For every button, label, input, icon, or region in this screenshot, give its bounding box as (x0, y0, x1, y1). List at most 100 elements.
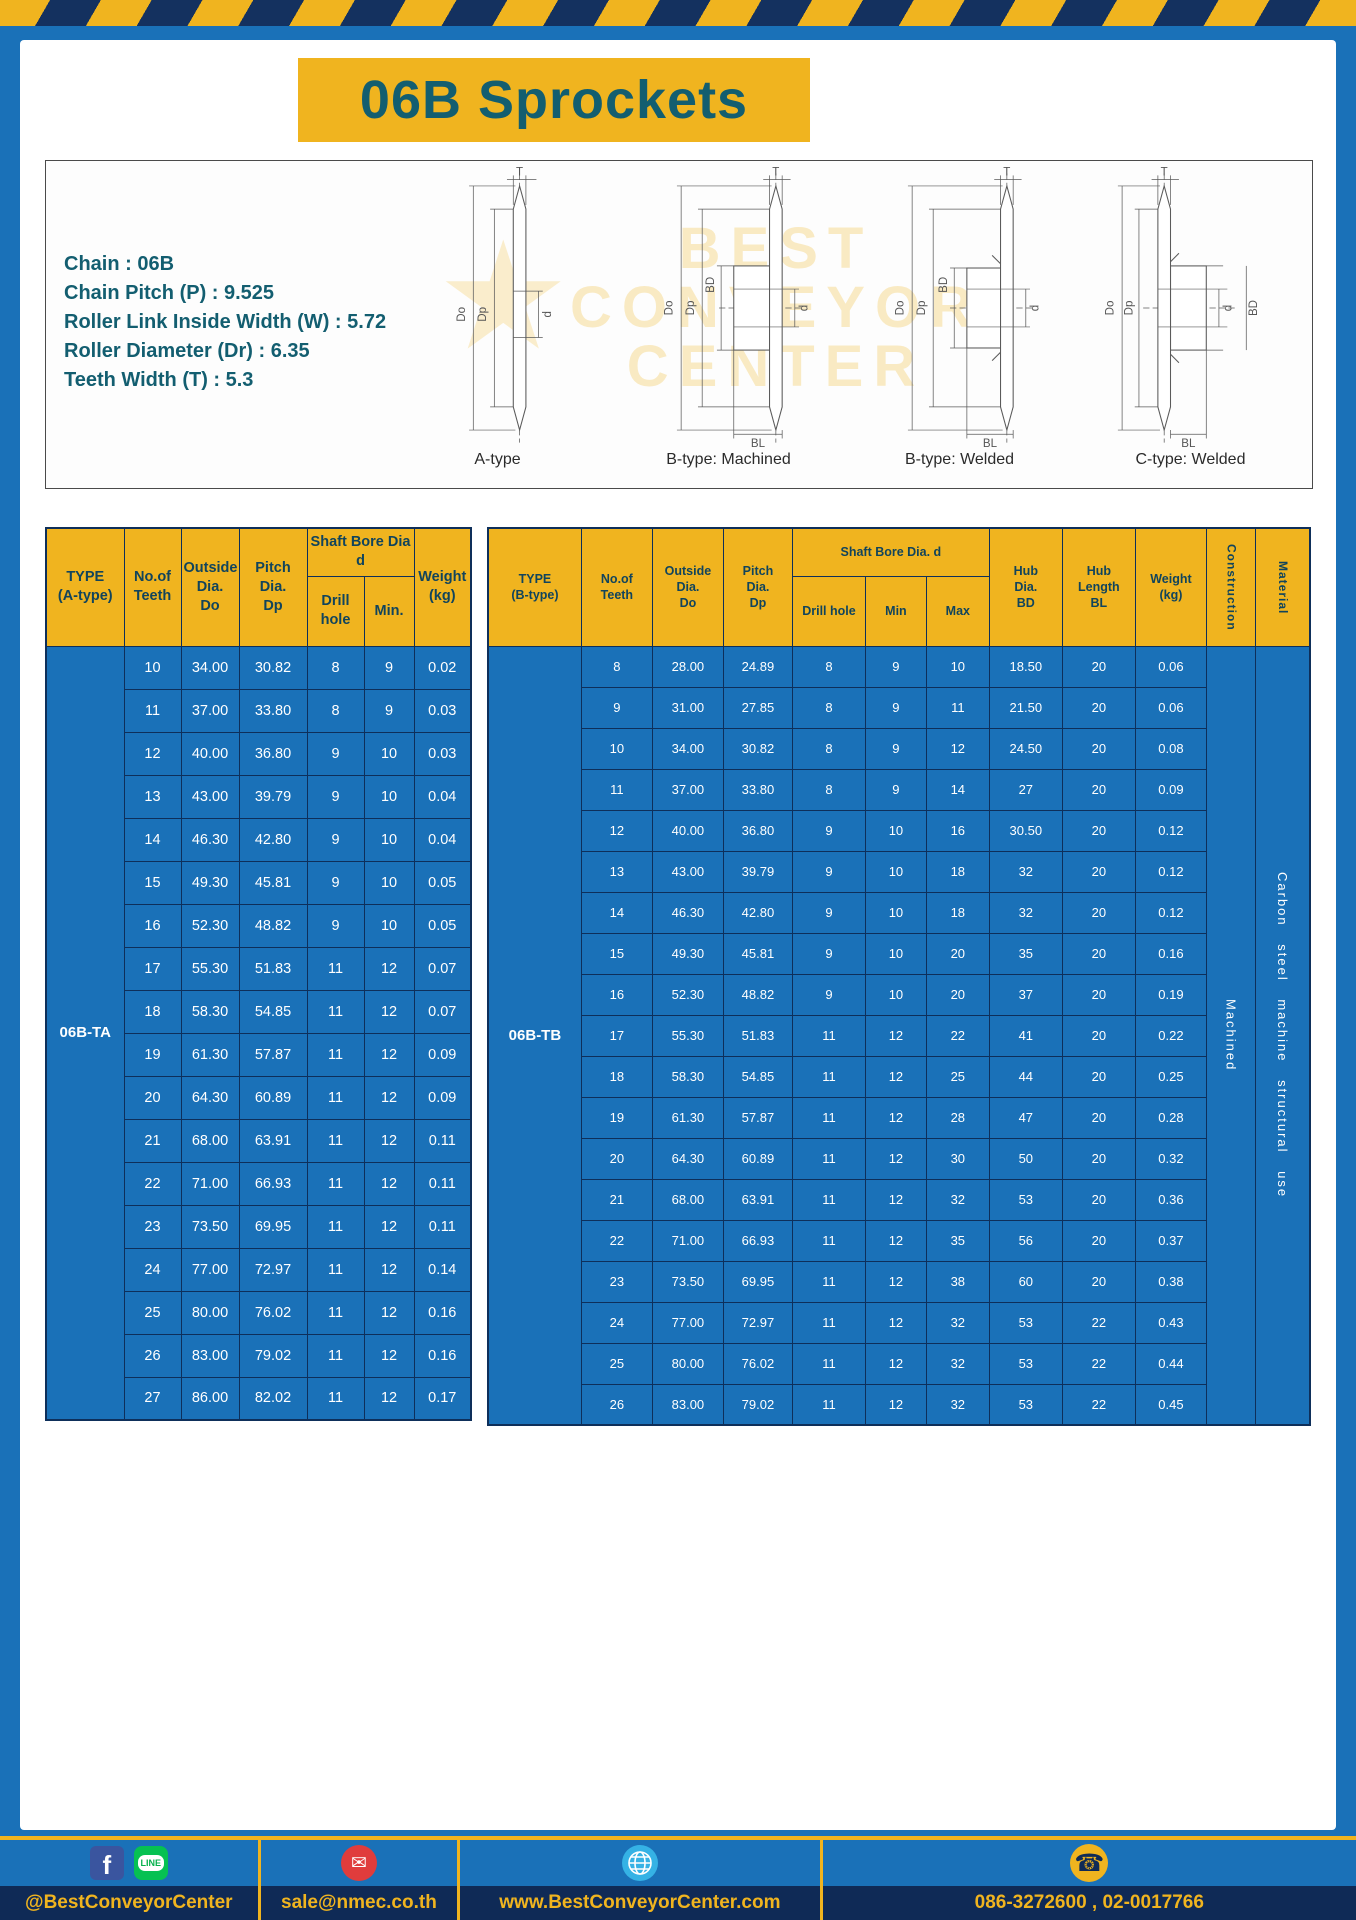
table-cell: 55.30 (651, 1014, 724, 1057)
type-cell: 06B-TB (487, 645, 582, 1426)
col-header-construction: Construction (1205, 527, 1256, 647)
social-handle-link[interactable]: @BestConveyorCenter (25, 1892, 233, 1913)
table-cell: 0.44 (1134, 1342, 1207, 1385)
table-cell: 10 (925, 645, 990, 688)
table-cell: 13 (123, 774, 182, 819)
globe-icon[interactable] (621, 1844, 659, 1882)
table-cell: 12 (363, 1204, 415, 1249)
table-cell: 73.50 (180, 1204, 240, 1249)
facebook-icon[interactable]: f (89, 1846, 124, 1880)
table-cell: 0.38 (1134, 1260, 1207, 1303)
website-link[interactable]: www.BestConveyorCenter.com (499, 1892, 781, 1913)
table-cell: 64.30 (651, 1137, 724, 1180)
social-icons: f LINE (0, 1840, 258, 1886)
dim-label-d: d (1029, 305, 1041, 311)
table-cell: 38 (925, 1260, 990, 1303)
table-cell: 12 (925, 727, 990, 770)
table-cell: 33.80 (238, 688, 308, 733)
table-cell: 60.89 (722, 1137, 793, 1180)
table-cell: 46.30 (651, 891, 724, 934)
table-cell: 48.82 (722, 973, 793, 1016)
table-cell: 11 (306, 989, 365, 1034)
table-cell: 0.11 (413, 1204, 472, 1249)
table-cell: 20 (1061, 1055, 1136, 1098)
table-cell: 9 (864, 645, 927, 688)
table-cell: 11 (791, 1301, 866, 1344)
footer-section-email: ✉ sale@nmec.co.th (257, 1840, 458, 1920)
dim-label-bl: BL (983, 438, 998, 449)
table-cell: 51.83 (238, 946, 308, 991)
table-cell: 19 (580, 1096, 653, 1139)
table-cell: 9 (791, 850, 866, 893)
table-row: 10 34.00 30.82 8 9 12 24.50 20 0.08 (488, 727, 1310, 770)
table-cell: 32 (925, 1342, 990, 1385)
line-icon[interactable]: LINE (133, 1846, 168, 1880)
b-type-table-body: 06B-TB 8 28.00 24.89 8 9 10 18.50 20 0.06 Machined… (487, 645, 1311, 1426)
table-cell: 0.05 (413, 860, 472, 905)
table-cell: 77.00 (651, 1301, 724, 1344)
table-row: 23 73.50 69.95 11 12 38 60 20 0.38 (488, 1260, 1310, 1303)
table-cell: 32 (988, 850, 1063, 893)
table-cell: 37.00 (651, 768, 724, 811)
dim-label-bd: BD (938, 277, 950, 293)
table-cell: 12 (864, 1301, 927, 1344)
table-cell: 35 (925, 1219, 990, 1262)
footer-label-bar: sale@nmec.co.th (260, 1886, 458, 1920)
table-row: 9 31.00 27.85 8 9 11 21.50 20 0.06 (488, 686, 1310, 729)
table-row: 24 77.00 72.97 11 12 0.14 (46, 1247, 472, 1292)
table-cell: 0.09 (413, 1075, 472, 1120)
table-cell: 39.79 (238, 774, 308, 819)
dim-label-dp: Dp (916, 301, 928, 316)
table-cell: 11 (306, 1333, 365, 1378)
table-cell: 36.80 (722, 809, 793, 852)
table-row: 06B-TB 8 28.00 24.89 8 9 10 18.50 20 0.06 Machined… (487, 645, 1311, 1426)
table-row: 17 55.30 51.83 11 12 22 41 20 0.22 (488, 1014, 1310, 1057)
col-header-hub-length: Hub Length BL (1061, 527, 1136, 647)
phone-icon-area: ☎ (823, 1840, 1356, 1886)
table-cell: 20 (1061, 1178, 1136, 1221)
table-cell: 0.45 (1134, 1383, 1207, 1426)
table-cell: 25 (580, 1342, 653, 1385)
table-cell: 0.16 (413, 1333, 472, 1378)
table-row: 19 61.30 57.87 11 12 28 47 20 0.28 (488, 1096, 1310, 1139)
table-cell: 76.02 (238, 1290, 308, 1335)
table-cell: 12 (123, 731, 182, 776)
table-cell: 0.04 (413, 817, 472, 862)
table-cell: 53 (988, 1342, 1063, 1385)
phone-icon[interactable]: ☎ (1070, 1844, 1109, 1882)
table-cell: 28.00 (651, 645, 724, 688)
table-cell: 11 (791, 1383, 866, 1426)
table-cell: 40.00 (651, 809, 724, 852)
table-cell: 20 (925, 973, 990, 1016)
table-row: 20 64.30 60.89 11 12 0.09 (46, 1075, 472, 1120)
table-cell: 0.36 (1134, 1178, 1207, 1221)
table-cell: 42.80 (238, 817, 308, 862)
table-cell: 0.04 (413, 774, 472, 819)
table-cell: 0.08 (1134, 727, 1207, 770)
table-cell: 13 (580, 850, 653, 893)
table-row: 21 68.00 63.91 11 12 0.11 (46, 1118, 472, 1163)
email-icon[interactable]: ✉ (340, 1845, 377, 1881)
title-banner: 06B Sprockets (298, 58, 810, 142)
table-cell: 36.80 (238, 731, 308, 776)
table-cell: 11 (791, 1137, 866, 1180)
table-cell: 11 (791, 1260, 866, 1303)
table-row: 11 37.00 33.80 8 9 0.03 (46, 688, 472, 733)
col-header-material: Material (1254, 527, 1311, 647)
table-cell: 10 (864, 809, 927, 852)
table-cell: 11 (306, 1075, 365, 1120)
phone-numbers[interactable]: 086-3272600 , 02-0017766 (974, 1892, 1204, 1913)
dim-label-bl: BL (751, 438, 766, 449)
table-cell: 77.00 (180, 1247, 240, 1292)
table-cell: 57.87 (722, 1096, 793, 1139)
table-cell: 12 (864, 1260, 927, 1303)
table-cell: 9 (864, 686, 927, 729)
table-cell: 43.00 (651, 850, 724, 893)
email-link[interactable]: sale@nmec.co.th (281, 1892, 437, 1913)
table-cell: 25 (123, 1290, 182, 1335)
table-cell: 49.30 (180, 860, 240, 905)
table-cell: 9 (791, 809, 866, 852)
table-cell: 40.00 (180, 731, 240, 776)
table-cell: 20 (1061, 727, 1136, 770)
a-type-drawing: T Do Dp d (456, 167, 554, 443)
